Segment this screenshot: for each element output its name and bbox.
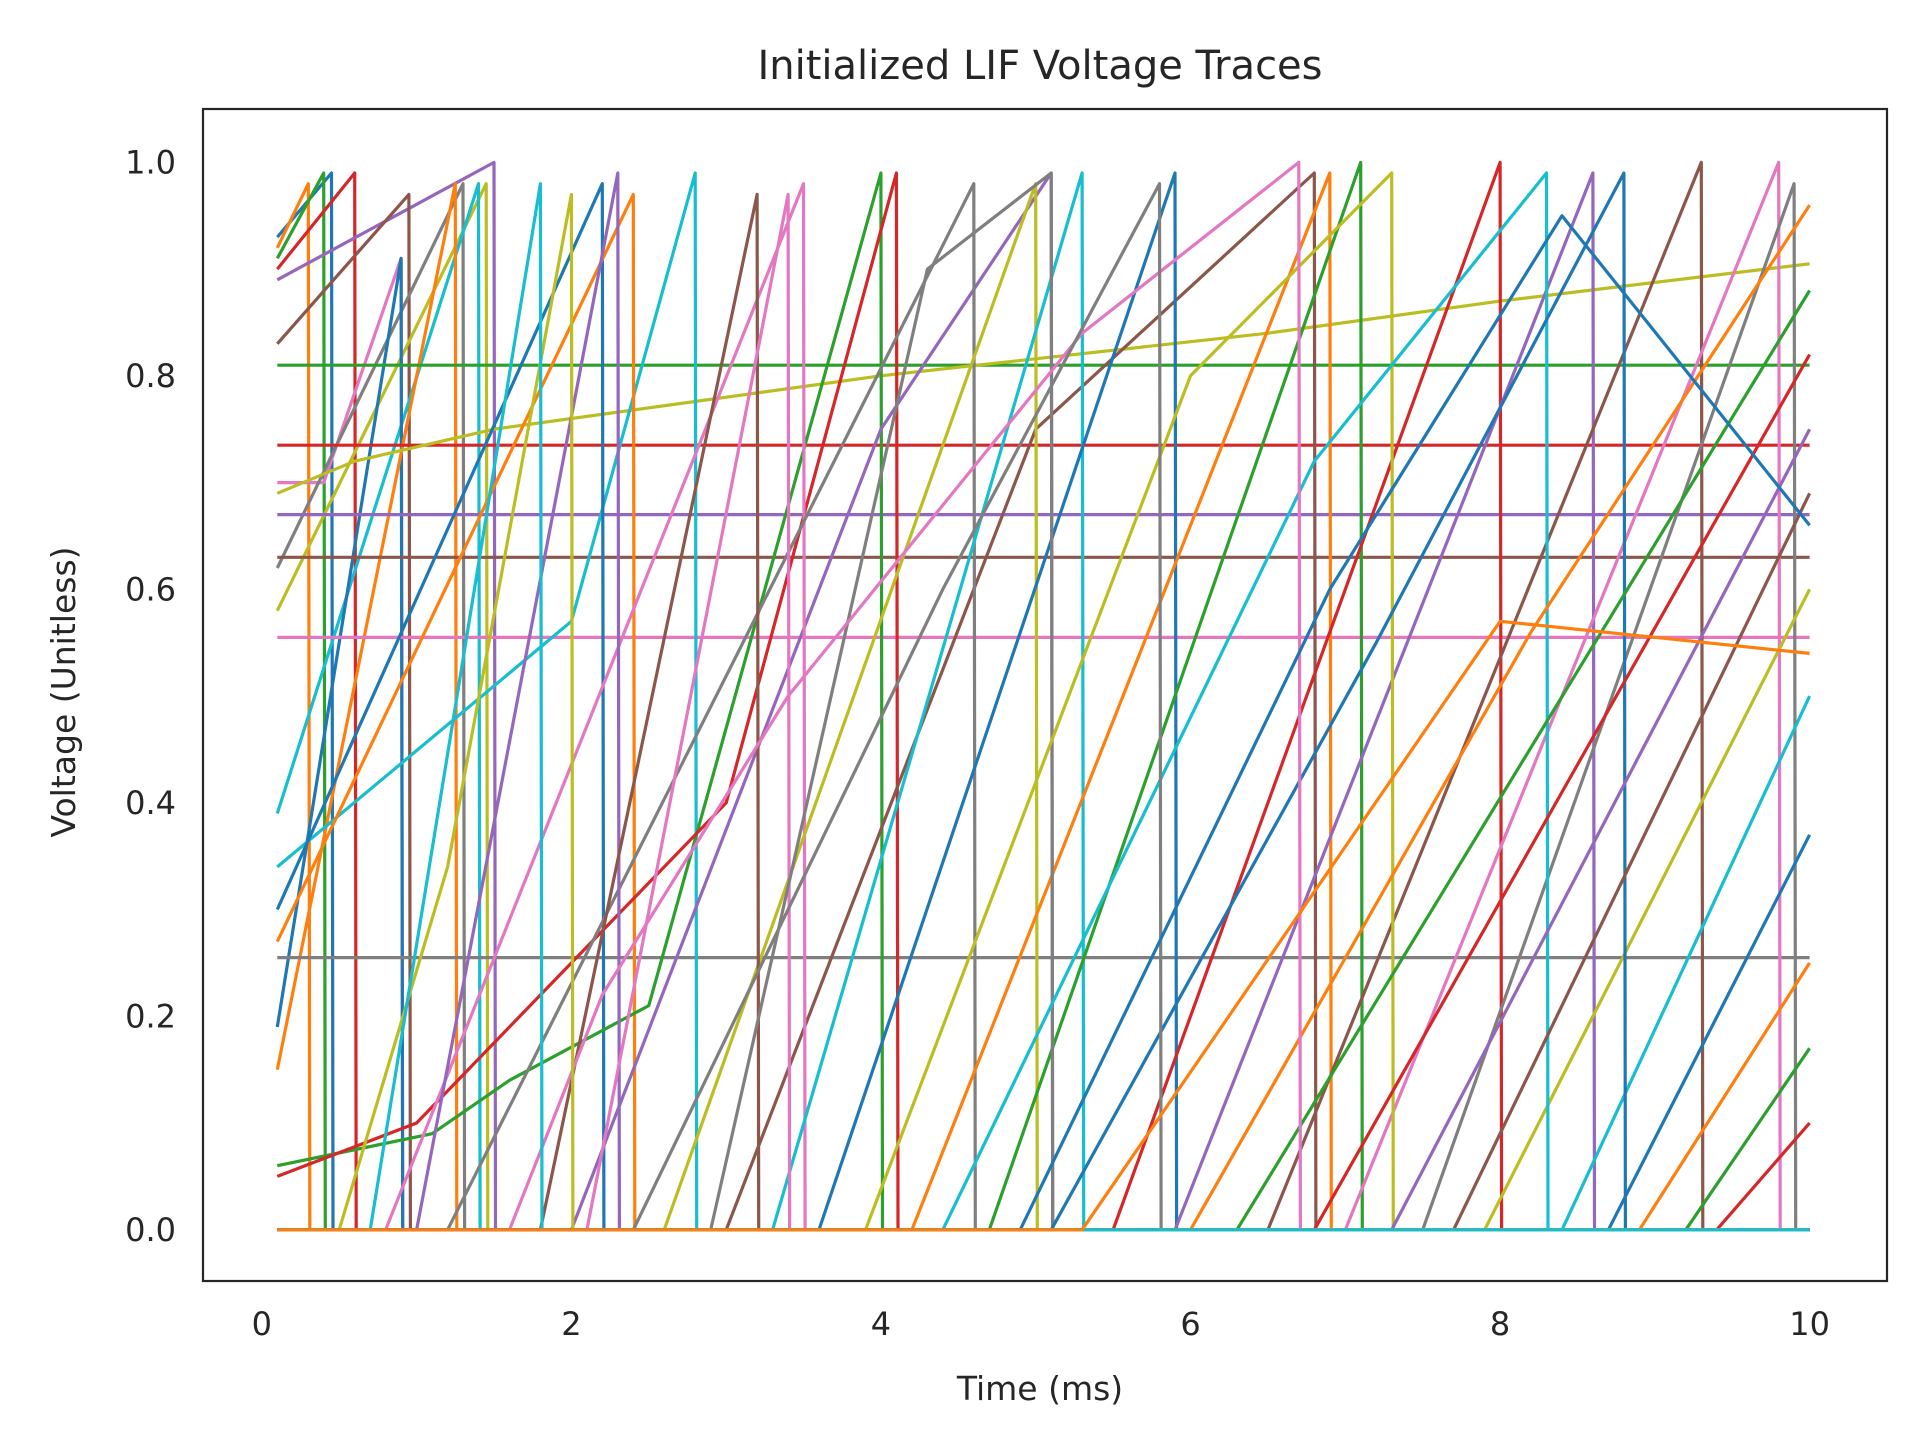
series-layer: [275, 160, 1812, 1232]
y-tick-label: 0.0: [125, 1211, 176, 1249]
chart-title: Initialized LIF Voltage Traces: [757, 43, 1322, 89]
x-tick-label: 8: [1490, 1305, 1510, 1343]
series-line-44: [277, 1121, 1811, 1232]
series-line-56: [277, 492, 1812, 1232]
x-tick-label: 6: [1180, 1305, 1200, 1343]
y-tick-label: 0.6: [125, 570, 176, 608]
axes-frame: [201, 107, 1889, 1283]
series-line-39: [277, 588, 1812, 1232]
y-tick-labels: 0.0 0.2 0.4 0.6 0.8 1.0: [125, 143, 176, 1248]
y-axis-label: Voltage (Unitless): [44, 546, 83, 837]
y-tick-label: 0.8: [125, 357, 176, 395]
series-line-57: [277, 160, 1810, 1232]
y-tick-label: 0.2: [125, 997, 176, 1035]
series-line-33: [277, 160, 1810, 1232]
y-tick-label: 1.0: [125, 143, 176, 181]
x-tick-labels: 0 2 4 6 8 10: [252, 1305, 1830, 1343]
x-tick-label: 2: [561, 1305, 581, 1343]
x-tick-label: 4: [871, 1305, 891, 1343]
x-tick-label: 10: [1789, 1305, 1830, 1343]
series-line-40: [277, 695, 1812, 1232]
series-line-62: [277, 619, 1810, 1232]
x-tick-label: 0: [252, 1305, 272, 1343]
y-tick-label: 0.4: [125, 784, 176, 822]
x-axis-label: Time (ms): [956, 1369, 1123, 1408]
